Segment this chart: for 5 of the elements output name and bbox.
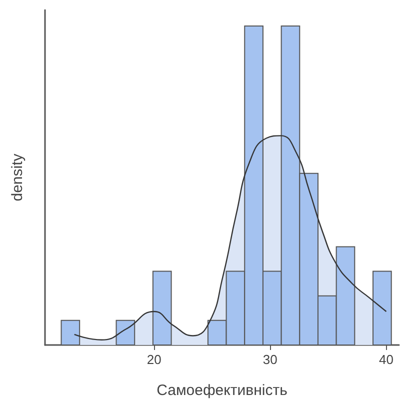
x-tick-label: 40 — [379, 352, 394, 367]
x-tick-label: 30 — [262, 352, 278, 367]
x-axis-title: Самоефективність — [156, 382, 288, 399]
x-tick-label: 20 — [146, 352, 162, 367]
y-axis-title: density — [9, 153, 26, 202]
